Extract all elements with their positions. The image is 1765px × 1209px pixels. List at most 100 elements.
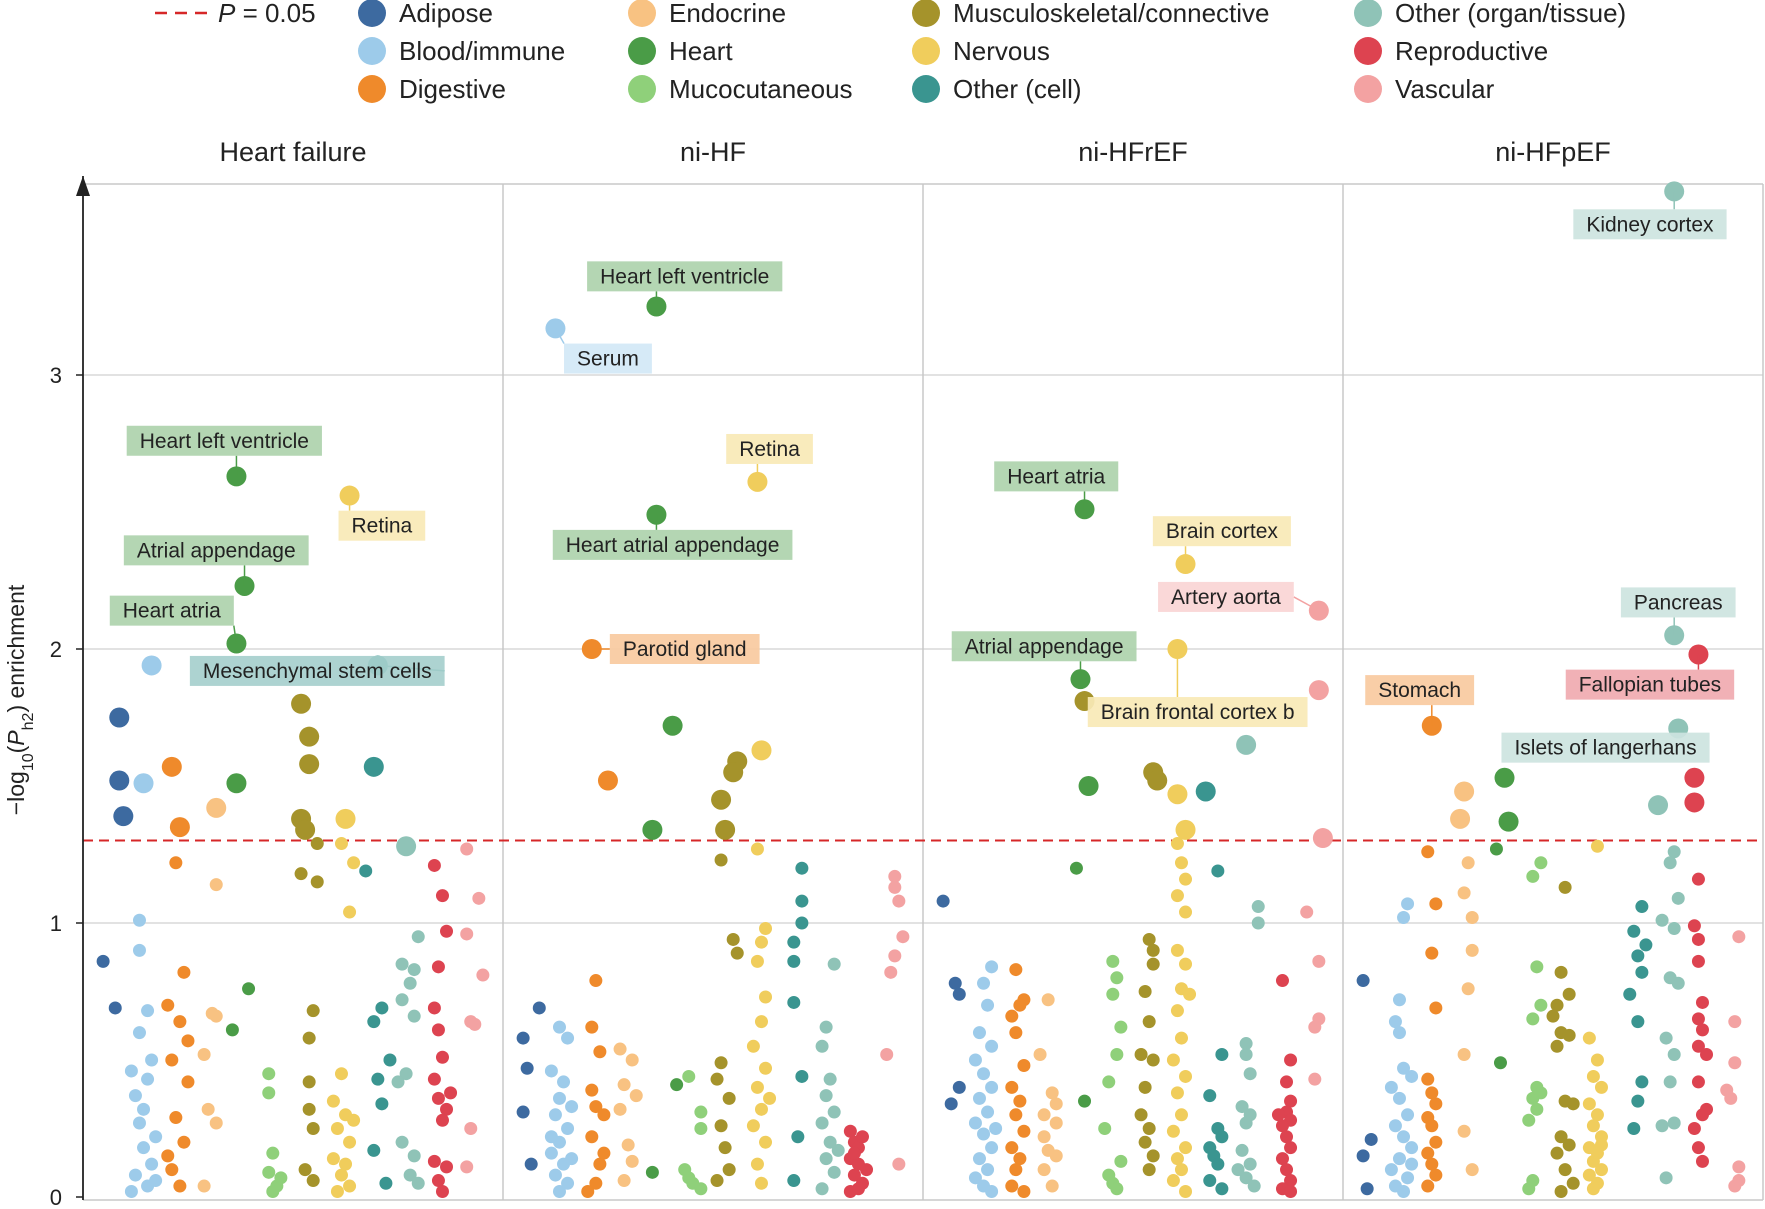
data-point — [763, 1091, 777, 1105]
point-label: Mesenchymal stem cells — [203, 660, 432, 683]
data-point — [682, 1069, 696, 1083]
data-point — [310, 837, 324, 851]
data-point — [1243, 1157, 1257, 1171]
data-point — [1280, 1075, 1294, 1089]
data-point — [1667, 845, 1681, 859]
data-point — [1037, 1130, 1051, 1144]
data-point — [1308, 1072, 1322, 1086]
data-point — [161, 756, 182, 777]
data-point — [948, 976, 962, 990]
data-point — [299, 726, 320, 747]
data-point — [205, 1006, 219, 1020]
data-point — [375, 1097, 389, 1111]
data-point — [1170, 943, 1184, 957]
data-point — [1655, 913, 1669, 927]
data-point — [1562, 1138, 1576, 1152]
data-point — [1284, 1141, 1298, 1155]
data-point — [109, 707, 130, 728]
data-point — [1586, 1182, 1600, 1196]
facet-title: ni-HFrEF — [1078, 137, 1188, 167]
data-point — [1388, 1119, 1402, 1133]
data-point — [597, 770, 618, 791]
data-point — [1102, 1075, 1116, 1089]
data-point — [399, 1067, 413, 1081]
y-axis: 0 1 2 3 −log10(Ph2) enrichment — [3, 176, 90, 1209]
data-point — [310, 875, 324, 889]
data-point — [132, 943, 146, 957]
data-point — [1049, 1097, 1063, 1111]
data-point — [787, 935, 801, 949]
data-point — [1566, 1176, 1580, 1190]
data-point — [625, 1053, 639, 1067]
legend-threshold-label: P = 0.05 — [218, 0, 316, 28]
data-point — [1384, 1080, 1398, 1094]
data-point — [1183, 987, 1197, 1001]
point-labels: Heart left ventricle Retina Atrial appenda… — [109, 191, 1736, 763]
data-point — [1429, 897, 1443, 911]
data-point — [985, 1141, 999, 1155]
data-point — [209, 878, 223, 892]
data-point — [642, 819, 663, 840]
data-point — [1017, 1124, 1031, 1138]
data-point — [334, 837, 348, 851]
data-point — [613, 1102, 627, 1116]
data-point — [326, 1152, 340, 1166]
data-point — [1558, 880, 1572, 894]
data-point — [516, 1105, 530, 1119]
data-point — [1360, 1182, 1374, 1196]
data-point — [294, 867, 308, 881]
legend-swatch-heart — [628, 37, 656, 65]
data-point — [1017, 1058, 1031, 1072]
data-point — [581, 1185, 595, 1199]
data-point — [831, 1143, 845, 1157]
data-point — [524, 1157, 538, 1171]
data-point — [1239, 1048, 1253, 1062]
point-label: Atrial appendage — [965, 635, 1124, 658]
data-point — [746, 1119, 760, 1133]
data-point — [1017, 1185, 1031, 1199]
data-point — [1691, 1039, 1705, 1053]
data-point — [1550, 1039, 1564, 1053]
data-point — [1639, 938, 1653, 952]
data-point — [407, 1009, 421, 1023]
data-point — [1667, 1048, 1681, 1062]
data-point — [1384, 1163, 1398, 1177]
label-box — [726, 433, 813, 464]
data-point — [621, 1138, 635, 1152]
data-point — [431, 1023, 445, 1037]
facet-title: ni-HF — [680, 137, 746, 167]
data-point — [1138, 985, 1152, 998]
data-point — [334, 1168, 348, 1182]
data-point — [593, 1045, 607, 1059]
data-point — [306, 1122, 320, 1135]
data-point — [532, 1001, 546, 1015]
data-point — [1243, 1067, 1257, 1081]
data-point — [169, 817, 190, 838]
data-point — [1582, 1031, 1596, 1045]
data-point — [1215, 1048, 1229, 1062]
point-label: Atrial appendage — [137, 539, 296, 562]
data-point — [427, 1072, 441, 1086]
data-point — [1106, 954, 1120, 968]
data-point — [165, 1163, 179, 1177]
data-point — [149, 1174, 163, 1188]
data-point — [1312, 954, 1326, 968]
label-box — [609, 634, 760, 664]
data-point — [1110, 1182, 1124, 1196]
data-point — [823, 1135, 837, 1149]
data-point — [714, 1119, 728, 1133]
data-point — [177, 1135, 191, 1149]
data-point — [754, 1015, 768, 1029]
data-point — [1147, 770, 1168, 791]
point-label: Serum — [577, 348, 639, 371]
data-point — [1465, 911, 1479, 925]
data-point — [1013, 1152, 1027, 1166]
data-point — [597, 1108, 611, 1122]
legend-label: Heart — [669, 36, 733, 66]
data-point — [141, 1072, 155, 1086]
data-point — [347, 856, 361, 870]
data-point — [1631, 1015, 1645, 1029]
data-point — [460, 927, 474, 941]
data-point — [262, 1086, 276, 1100]
